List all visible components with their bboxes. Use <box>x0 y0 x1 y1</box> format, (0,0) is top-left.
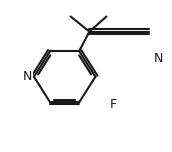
Text: N: N <box>23 70 32 83</box>
Text: N: N <box>153 52 163 65</box>
Text: F: F <box>110 98 117 111</box>
